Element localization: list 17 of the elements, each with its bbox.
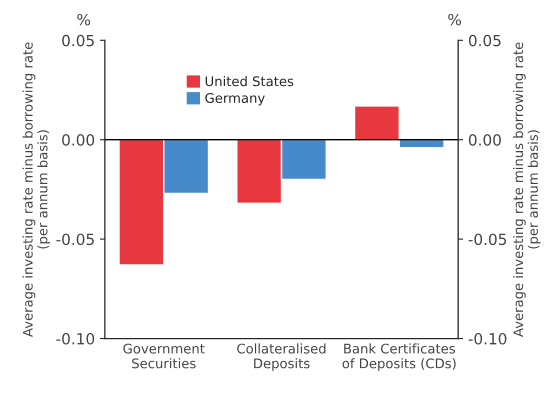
y-axis-title: Average investing rate minus borrowing rate (per annum basis) (22, 42, 50, 337)
y-tick-label: -0.10 (56, 332, 94, 345)
x-tick-label: Bank Certificates of Deposits (CDs) (342, 343, 456, 371)
y-tick-label: -0.05 (56, 234, 94, 246)
x-tick-label: Government Securities (123, 344, 205, 368)
legend-label: United States (206, 76, 294, 86)
y-tick-label: 0.05 (62, 34, 94, 46)
y-tick-label: 0.00 (62, 134, 94, 146)
y2-tick-label: 0.05 (468, 34, 501, 46)
y2-axis-title: Average investing rate minus borrowing rate (per annum basis) (512, 42, 541, 337)
text: % (77, 14, 90, 26)
text: % (448, 14, 462, 26)
legend-label: Germany (205, 93, 265, 106)
y2-tick-label: -0.10 (468, 332, 506, 345)
y2-tick-label: 0.00 (468, 134, 501, 146)
x-tick-label: Collateralised Deposits (237, 343, 326, 371)
y2-tick-label: -0.05 (468, 234, 506, 246)
